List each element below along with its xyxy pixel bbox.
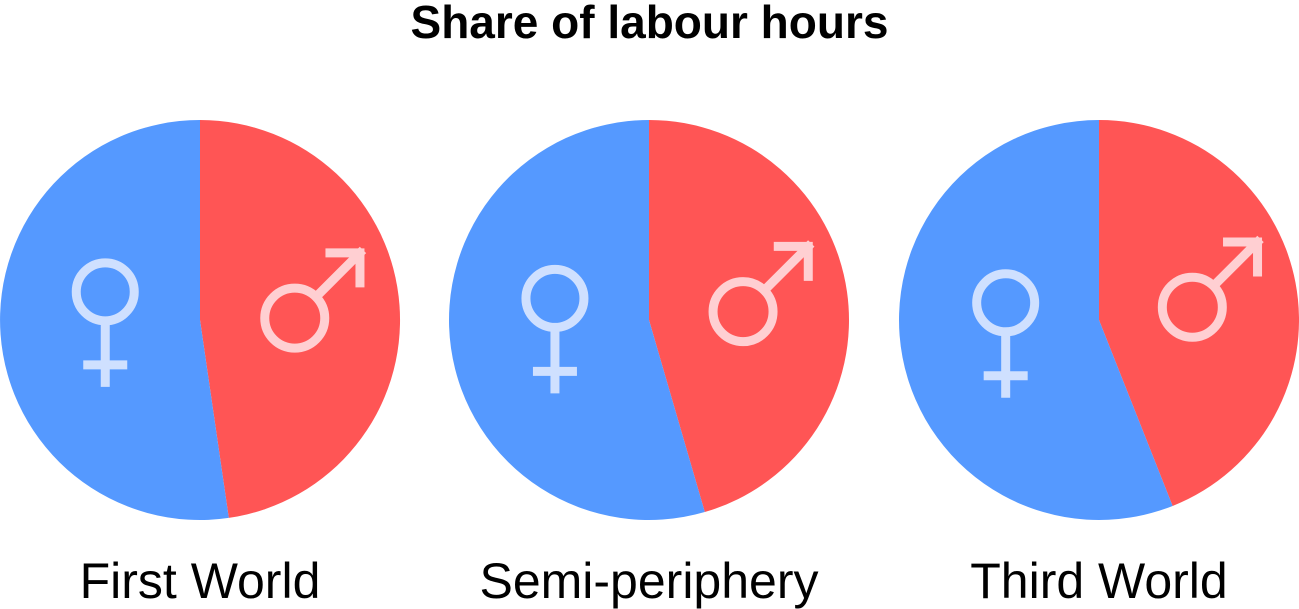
male-symbol-icon xyxy=(1157,235,1264,342)
pie-label: Semi-periphery xyxy=(479,553,818,609)
pie-slice-male xyxy=(649,120,850,513)
pie-chart: Semi-periphery xyxy=(449,120,850,609)
pie-chart: First World xyxy=(0,120,401,609)
male-symbol-icon xyxy=(708,240,815,347)
male-symbol-icon xyxy=(260,246,367,353)
female-symbol-icon xyxy=(972,269,1040,398)
pie-slice-female xyxy=(899,120,1173,520)
pie-slice-male xyxy=(1099,120,1299,506)
female-symbol-icon xyxy=(71,258,139,387)
pie-slice-male xyxy=(200,120,401,518)
pie-label: Third World xyxy=(970,553,1227,609)
pie-chart: Third World xyxy=(899,120,1299,609)
pie-label: First World xyxy=(80,553,321,609)
chart-title: Share of labour hours xyxy=(411,0,889,48)
female-symbol-icon xyxy=(521,264,589,394)
